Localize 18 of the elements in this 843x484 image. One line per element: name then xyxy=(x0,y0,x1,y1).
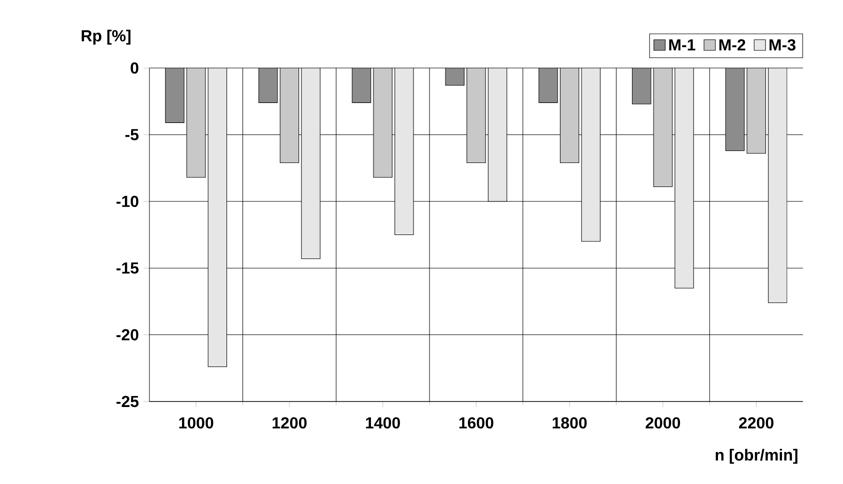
legend-label: M-2 xyxy=(719,39,746,50)
y-tick-label: -5 xyxy=(125,129,139,140)
x-tick-label: 1600 xyxy=(459,417,494,428)
x-tick-label: 1800 xyxy=(552,417,587,428)
x-tick-label: 2200 xyxy=(739,417,774,428)
x-tick-label: 1000 xyxy=(179,417,214,428)
y-tick-label: -15 xyxy=(116,262,139,274)
x-tick-label: 1200 xyxy=(272,417,307,428)
x-tick-label: 2000 xyxy=(646,417,680,428)
y-tick-label: -20 xyxy=(116,329,138,340)
x-axis-title: n [obr/min] xyxy=(716,448,798,464)
legend-label: M-3 xyxy=(770,39,796,51)
y-tick-label: 0 xyxy=(130,62,138,74)
y-tick-label: -10 xyxy=(116,196,138,207)
legend-label: M-1 xyxy=(669,39,696,50)
x-tick-label: 1400 xyxy=(366,417,400,428)
y-axis-title: Rp [%] xyxy=(82,30,130,45)
y-tick-label: -25 xyxy=(116,396,139,408)
